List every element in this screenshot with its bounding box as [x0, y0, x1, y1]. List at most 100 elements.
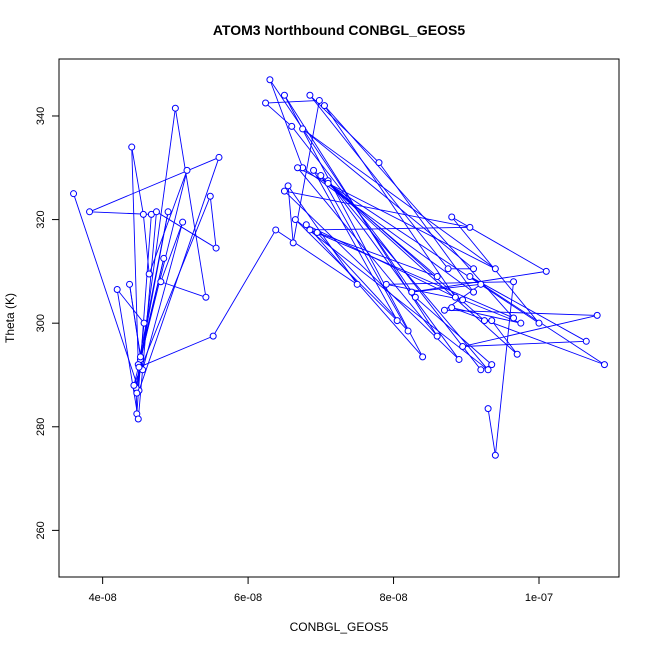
series-segment [316, 232, 409, 332]
series-segment [327, 182, 540, 324]
data-point [491, 451, 499, 459]
chart-title: ATOM3 Northbound CONBGL_GEOS5 [213, 22, 465, 38]
series-points [70, 76, 608, 459]
x-tick-label: 6e-08 [234, 592, 262, 604]
data-point [375, 159, 383, 167]
data-point [266, 76, 274, 84]
series-segment [451, 307, 605, 366]
series-segment [302, 167, 474, 293]
data-point [206, 192, 214, 200]
series-segment [386, 281, 514, 285]
series-segment [142, 214, 150, 275]
data-point [315, 96, 323, 104]
data-point [382, 280, 390, 288]
series-segment [265, 99, 320, 104]
data-point [134, 415, 142, 423]
data-point [183, 166, 191, 174]
series-segment [462, 314, 598, 347]
y-tick-label: 280 [35, 418, 47, 436]
y-tick-label: 320 [35, 210, 47, 228]
series-segment [269, 79, 304, 168]
data-point [320, 102, 328, 110]
data-point [164, 208, 172, 216]
series-segment [451, 216, 547, 272]
data-point [280, 187, 288, 195]
data-point [477, 366, 485, 374]
series-segment [129, 284, 141, 357]
series-segment [295, 219, 489, 371]
series-segment [265, 102, 293, 127]
data-point [470, 288, 478, 296]
data-point [288, 122, 296, 130]
series-segment [160, 281, 207, 298]
data-point [411, 293, 419, 301]
data-point [488, 361, 496, 369]
data-point [291, 216, 299, 224]
series-segment [269, 79, 416, 298]
series-segment [174, 108, 207, 298]
x-tick-label: 4e-08 [89, 592, 117, 604]
data-point [272, 226, 280, 234]
series-segment [327, 182, 438, 277]
data-point [582, 337, 590, 345]
data-point [302, 221, 310, 229]
data-point [484, 405, 492, 413]
data-point [133, 389, 141, 397]
series-segment [212, 229, 277, 337]
data-point [289, 239, 297, 247]
data-point [306, 91, 314, 99]
data-point [135, 363, 143, 371]
data-point [444, 265, 452, 273]
data-point [179, 218, 187, 226]
series-segment [324, 105, 456, 298]
data-point [160, 254, 168, 262]
series-segment [487, 408, 496, 456]
data-point [393, 317, 401, 325]
data-point [510, 278, 518, 286]
data-point [455, 355, 463, 363]
x-axis: 4e-08 6e-08 8e-08 1e-07 [89, 577, 553, 604]
series-segment [138, 335, 214, 368]
y-tick-label: 340 [35, 107, 47, 125]
data-point [491, 265, 499, 273]
series-segment [411, 283, 481, 293]
data-point [157, 278, 165, 286]
data-point [353, 280, 361, 288]
data-point [139, 210, 147, 218]
data-point [480, 317, 488, 325]
series-segment [320, 175, 409, 332]
data-point [262, 99, 270, 107]
data-point [419, 353, 427, 361]
x-tick-label: 1e-07 [525, 592, 553, 604]
data-point [593, 311, 601, 319]
data-point [310, 166, 318, 174]
data-point [408, 288, 416, 296]
series-segment [89, 157, 220, 213]
series-segment [494, 281, 514, 456]
data-point [488, 317, 496, 325]
data-point [433, 273, 441, 281]
data-point [209, 332, 217, 340]
data-point [484, 366, 492, 374]
data-point [448, 213, 456, 221]
series-segment [491, 320, 518, 355]
data-point [171, 104, 179, 112]
series-segment [317, 232, 438, 277]
series-segment [136, 214, 152, 414]
data-point [470, 265, 478, 273]
data-point [459, 296, 467, 304]
data-point [542, 267, 550, 275]
data-point [202, 293, 210, 301]
series-segment [209, 196, 217, 249]
data-point [324, 179, 332, 187]
data-point [280, 91, 288, 99]
series-segment [160, 222, 184, 282]
data-point [126, 280, 134, 288]
series-segment [284, 95, 424, 358]
data-point [451, 293, 459, 301]
series-segment [137, 211, 169, 365]
data-point [313, 229, 321, 237]
data-point [86, 208, 94, 216]
data-point [140, 319, 148, 327]
